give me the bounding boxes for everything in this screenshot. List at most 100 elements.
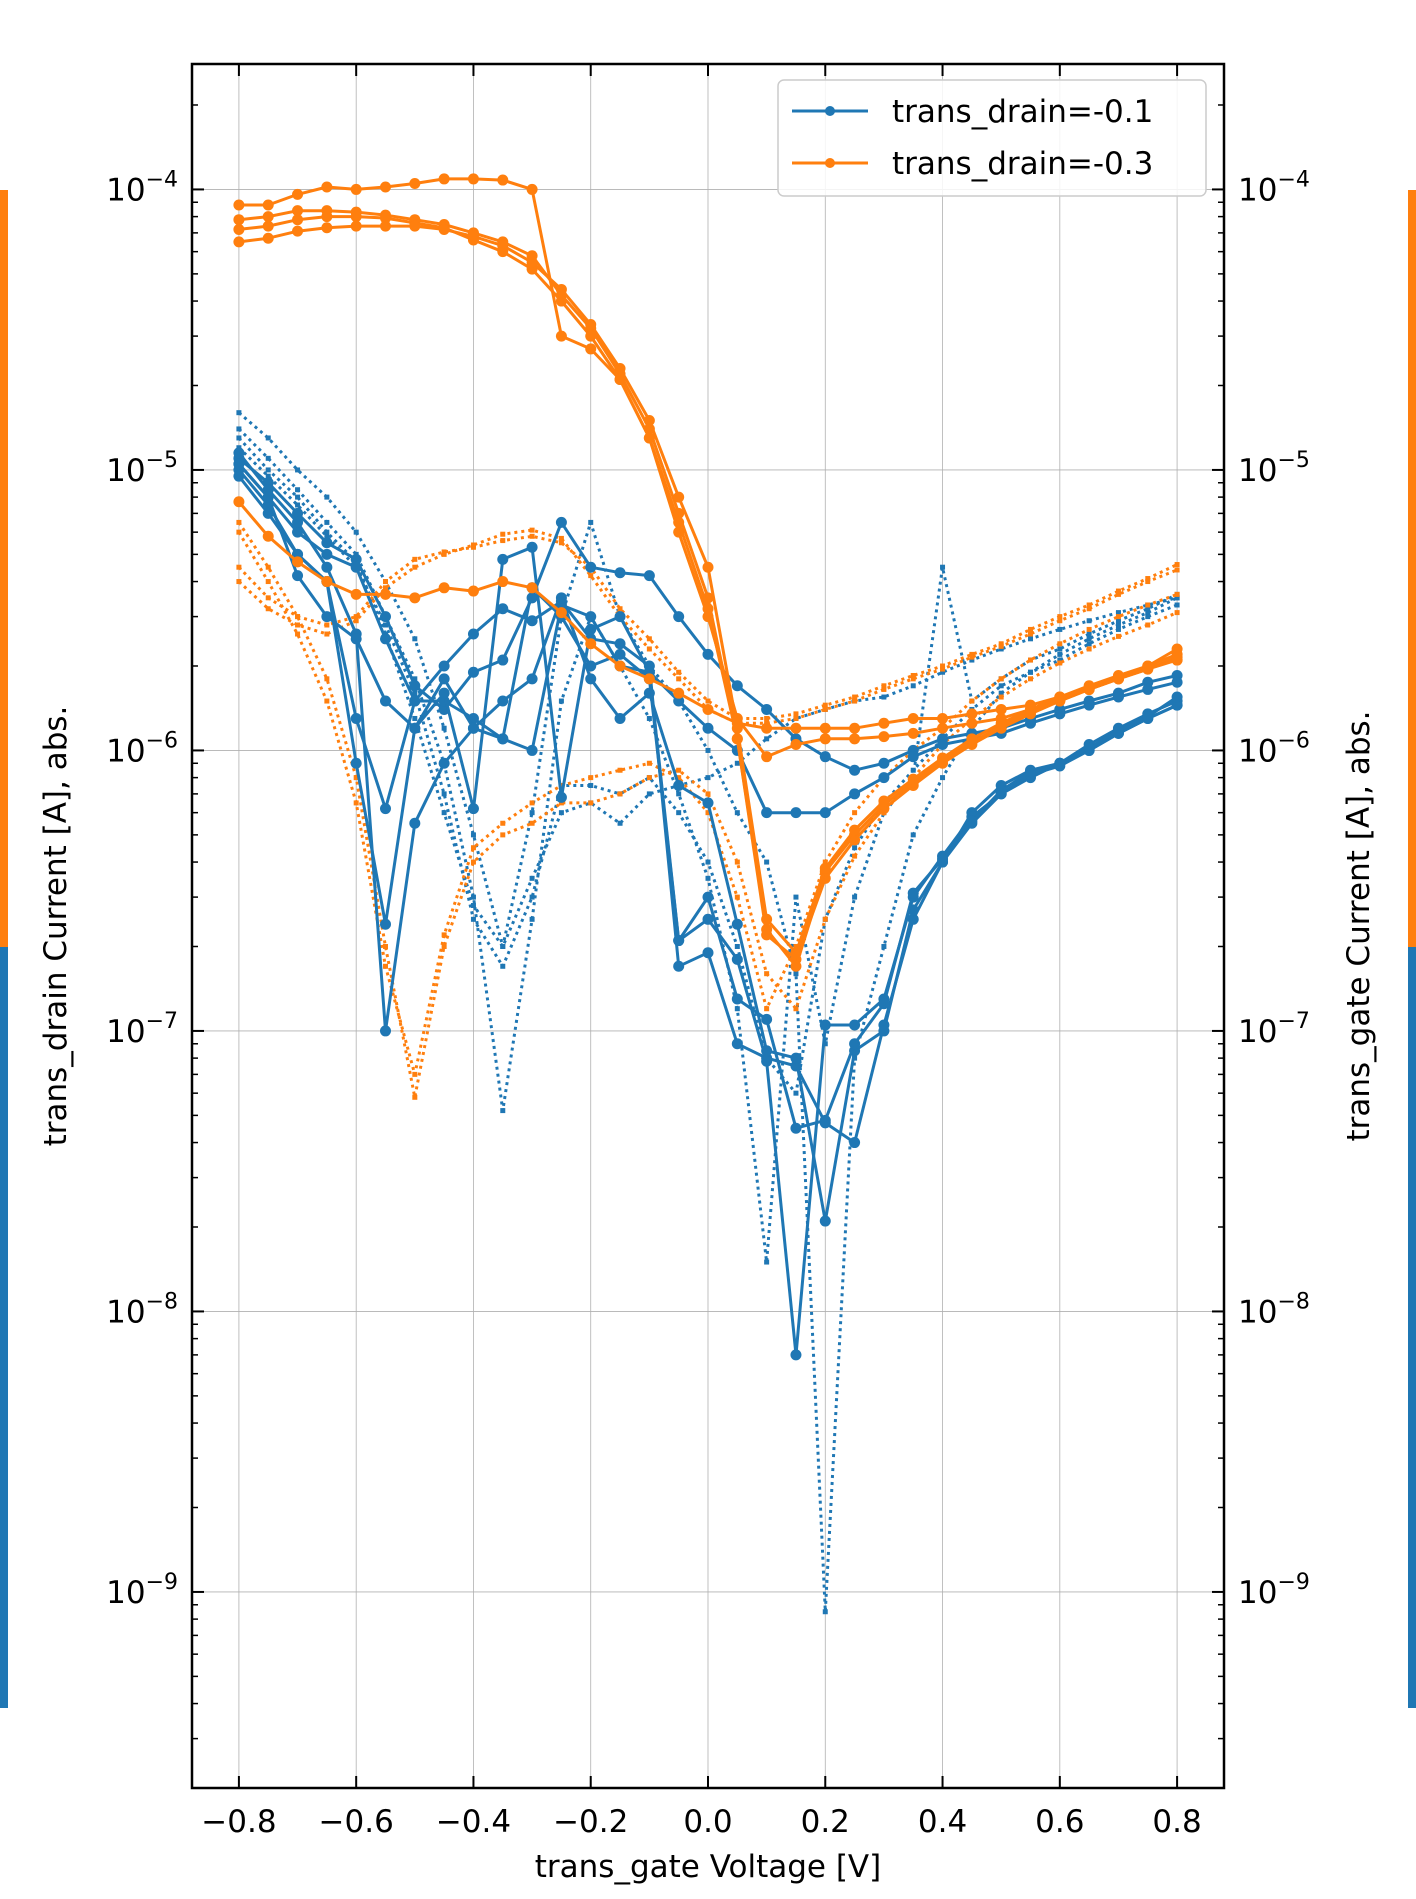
gate-current-point [265,564,271,570]
drain-current-point [292,570,304,582]
gate-current-point [1115,622,1121,628]
gate-current-point [588,519,594,525]
left-colorbar-blue [0,947,8,1708]
drain-current-point [966,717,978,729]
drain-current-point [643,673,655,685]
right-colorbar-orange [1408,190,1416,947]
drain-current-point [262,199,274,211]
grid-layer [192,64,1224,1788]
right-colorbar-blue [1408,947,1416,1708]
drain-current-point [878,757,890,769]
gate-current-point [852,845,858,851]
gate-current-point [910,683,916,689]
drain-current-series [233,496,1183,734]
drain-current-point [262,220,274,232]
gate-current-point [1115,633,1121,639]
gate-current-point [1145,622,1151,628]
gate-current-point [705,747,711,753]
drain-current-point [790,1349,802,1361]
y-tick-label-right: 10−8 [1238,1289,1310,1330]
drain-current-point [585,611,597,623]
drain-current-point [1171,676,1183,688]
x-tick-label: −0.6 [319,1804,394,1840]
gate-current-point [588,800,594,806]
drain-current-point [526,744,538,756]
x-tick-label: −0.2 [553,1804,628,1840]
drain-current-point [233,236,245,248]
gate-current-point [969,651,975,657]
gate-current-point [412,690,418,696]
gate-current-point [588,775,594,781]
gate-current-point [617,791,623,797]
gate-current-point [646,775,652,781]
gate-current-point [734,1006,740,1012]
gate-current-point [910,672,916,678]
gate-current-point [822,916,828,922]
gate-current-point [1057,618,1063,624]
drain-current-point [849,788,861,800]
gate-current-point [940,564,946,570]
drain-current-point [438,757,450,769]
drain-current-series [233,458,1183,1134]
series-layer [233,173,1183,1615]
gate-current-point [236,435,242,441]
drain-current-point [614,567,626,579]
gate-current-point [412,676,418,682]
drain-current-point [907,751,919,763]
drain-current-point [1171,699,1183,711]
drain-current-point [702,913,714,925]
drain-current-point [1112,691,1124,703]
gate-current-point [1086,646,1092,652]
drain-current-point [350,633,362,645]
gate-current-point [265,595,271,601]
gate-current-point [558,810,564,816]
gate-current-point [1174,591,1180,597]
y-axis-label-left: trans_drain Current [A], abs. [38,706,74,1147]
gate-current-point [412,715,418,721]
gate-current-point [852,698,858,704]
drain-current-point [878,717,890,729]
legend-marker-drain-0-3 [825,158,835,168]
gate-current-point [295,622,301,628]
gate-current-point [1028,626,1033,632]
drain-current-point [878,1025,890,1037]
gate-current-point [295,502,301,508]
drain-current-point [849,1019,861,1031]
gate-current-point [529,916,535,922]
gate-current-point [910,676,916,682]
drain-current-point [761,1013,773,1025]
drain-current-point [350,588,362,600]
gate-current-point [1057,641,1063,647]
drain-current-point [467,585,479,597]
gate-current-point [705,775,711,781]
gate-current-point [705,875,711,881]
gate-current-point [265,467,271,473]
gate-current-point [441,791,447,797]
gate-current-point [1174,595,1180,601]
drain-current-point [849,733,861,745]
drain-current-point [409,220,421,232]
gate-current-point [1145,579,1151,585]
gate-current-point [265,435,271,441]
gate-current-point [910,832,916,838]
gate-current-point [383,579,388,585]
drain-current-point [1025,717,1036,729]
gate-current-point [1145,610,1151,616]
drain-current-point [585,318,597,330]
drain-current-point [585,638,597,650]
gate-current-point [793,943,799,949]
gate-current-point [441,943,447,949]
drain-current-point [702,703,714,715]
legend-marker-drain-0-1 [825,106,835,116]
gate-current-point [734,760,740,766]
drain-current-point [321,548,333,560]
drain-current-point [409,177,421,189]
gate-current-point [822,702,828,708]
gate-current-point [1028,631,1033,637]
drain-current-point [233,199,245,211]
legend-label-drain-0-1: trans_drain=-0.1 [892,94,1153,130]
gate-current-point [969,657,975,663]
drain-current-point [555,592,567,604]
y-tick-label-right: 10−7 [1238,1009,1310,1050]
gate-current-point [383,622,388,628]
